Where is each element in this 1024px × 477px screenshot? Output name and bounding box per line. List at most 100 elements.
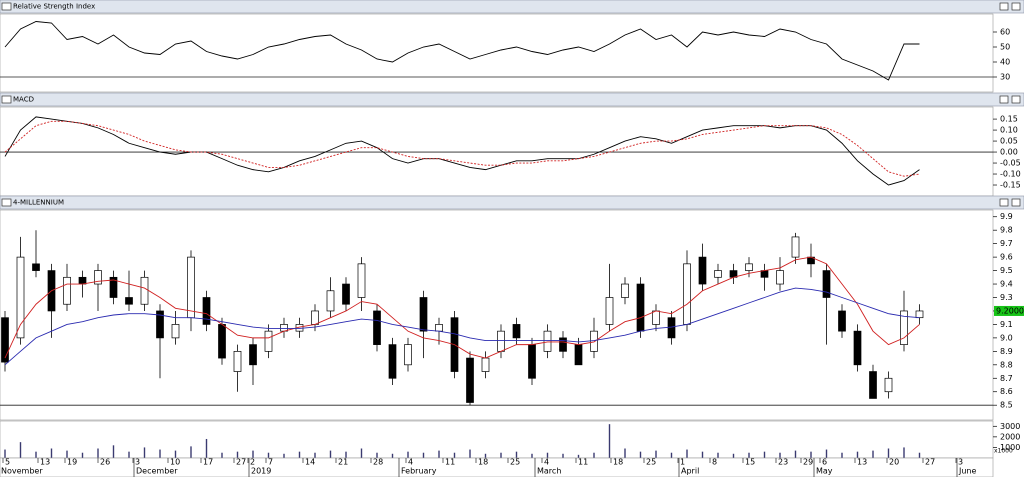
candle-body [419,297,428,332]
y-tick-label: 9.0 [1000,333,1013,342]
panel-title: Relative Strength Index [13,3,95,11]
series-line [4,120,920,177]
candle-body [311,310,319,325]
candle-body [326,290,335,312]
y-tick-label: -0.15 [1000,181,1021,190]
y-tick-label: -0.05 [1000,159,1021,168]
panel-title: 4-MILLENNIUM [13,199,64,207]
candle-body [388,344,397,379]
x-tick-label: 25 [510,458,520,467]
candle-body [869,371,877,399]
x-tick-label: 21 [338,458,348,467]
candle-body [109,276,118,298]
candle-body [838,310,846,332]
y-tick-label: 0.00 [1000,148,1018,157]
panel-header [0,0,1024,14]
candle-body [125,297,133,305]
x-tick-label: 25 [646,458,656,467]
candle-body [249,344,257,366]
last-value-label: 9.2000 [996,306,1024,315]
x-tick-label: 4 [544,458,549,467]
series-line [4,256,920,359]
x-tick-label: 5 [5,458,10,467]
last-value-box [994,305,1024,316]
y-tick-label: 0.15 [1000,115,1018,124]
series-line [4,116,920,186]
y-tick-label: 9.1 [1000,320,1013,329]
x-month-label: December [136,467,178,476]
x-tick-label: 1 [680,458,685,467]
x-month-label: 2019 [251,467,271,476]
y-tick-label: 3000 [1000,422,1020,431]
candle-body [621,283,629,298]
x-tick-label: 10 [170,458,180,467]
close-button[interactable] [1011,198,1021,207]
panel-header [0,195,1024,210]
candle-body [94,270,102,285]
candle-body [140,276,149,305]
x-tick-label: 27 [236,458,246,467]
candle-body [171,324,180,339]
y-tick-label: -0.10 [1000,170,1021,179]
candle-body [435,324,443,332]
minimize-button[interactable] [999,198,1009,207]
candle-body [1,317,9,363]
candle-body [218,324,226,359]
candle-body [32,263,40,271]
x-month-label: May [816,467,833,476]
y-tick-label: 8.7 [1000,374,1013,383]
candle-body [528,344,536,379]
candle-body [404,344,412,366]
candle-body [466,357,474,403]
minimize-button[interactable] [999,95,1009,104]
x-tick-label: 14 [305,458,315,467]
y-tick-label: 9.8 [1000,226,1013,235]
x-tick-label: 27 [925,458,935,467]
candle-body [342,283,350,305]
x-tick-label: 13 [857,458,867,467]
y-tick-label: 50 [1000,43,1010,52]
y-tick-label: 9.5 [1000,266,1013,275]
candle-body [683,263,691,325]
candle-body [884,377,893,393]
candle-body [512,324,521,339]
y-tick-label: 8.6 [1000,387,1013,396]
x-tick-label: 29 [803,458,813,467]
candle-body [853,330,862,366]
candle-body [915,310,924,319]
x-month-label: March [537,467,561,476]
x-tick-label: 20 [889,458,899,467]
x-tick-label: 8 [712,458,717,467]
plot-frame [0,13,994,93]
candle-body [590,330,598,352]
x-tick-label: 23 [778,458,788,467]
x-month-label: February [401,467,437,476]
x-tick-label: 28 [373,458,383,467]
close-button[interactable] [1011,95,1021,104]
x-tick-label: 26 [100,458,110,467]
minimize-button[interactable] [999,2,1009,11]
candle-body [791,236,800,258]
candle-body [481,357,490,372]
candle-body [16,256,25,339]
y-tick-label: 0.10 [1000,126,1018,135]
x-tick-label: 6 [822,458,827,467]
candle-body [574,344,583,366]
y-tick-label: 8.5 [1000,401,1013,410]
candle-body [636,283,645,332]
candle-body [187,256,195,319]
plot-frame [0,209,994,421]
close-button[interactable] [1011,2,1021,11]
y-tick-label: 8.9 [1000,347,1013,356]
series-line [4,21,920,81]
y-tick-label: 2000 [1000,432,1020,441]
x-tick-label: 2 [250,458,255,467]
x-tick-label: 3 [135,458,140,467]
candle-body [497,330,505,352]
y-tick-label: 9.3 [1000,293,1013,302]
y-tick-label: 9.7 [1000,239,1013,248]
candle-body [776,270,784,285]
x-tick-label: 11 [578,458,588,467]
y-tick-label: 9.4 [1000,280,1013,289]
